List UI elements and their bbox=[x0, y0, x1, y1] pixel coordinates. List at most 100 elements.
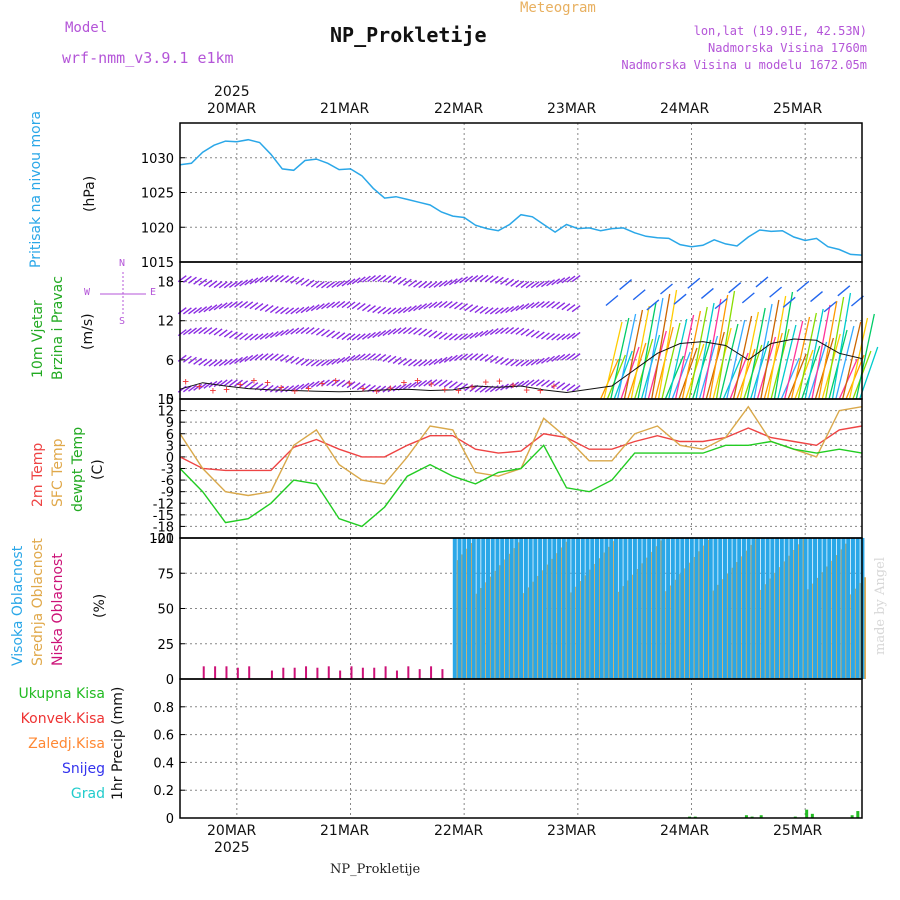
wind-barb bbox=[632, 289, 646, 301]
wind-barb bbox=[356, 303, 366, 311]
wind-barb bbox=[387, 275, 397, 283]
cloud-bar-high bbox=[708, 538, 713, 679]
wind-barb bbox=[367, 275, 376, 283]
wind-barb bbox=[418, 328, 428, 336]
cloud-bar-low bbox=[407, 666, 410, 679]
wind-barb bbox=[454, 353, 463, 362]
wind-barb bbox=[796, 280, 810, 292]
wind-barb bbox=[315, 303, 325, 311]
wind-barb bbox=[223, 358, 233, 366]
wind-streak bbox=[767, 295, 787, 400]
wind-barb bbox=[239, 355, 249, 363]
wind-barb bbox=[387, 307, 397, 315]
meteogram-label: Meteogram bbox=[520, 0, 596, 16]
wind-streak bbox=[835, 325, 855, 400]
wind-barb bbox=[341, 380, 351, 388]
wind-barb bbox=[520, 359, 530, 367]
wind-barb bbox=[188, 327, 197, 335]
wind-barb bbox=[474, 353, 484, 361]
wind-barb bbox=[356, 333, 366, 341]
wind-barb bbox=[494, 307, 504, 315]
cloud-bar-high bbox=[756, 538, 761, 679]
cloud-bar-low bbox=[441, 669, 444, 679]
wind-barb bbox=[382, 275, 392, 283]
wind-barb bbox=[305, 327, 315, 335]
wind-barb bbox=[234, 379, 243, 387]
wind-barb bbox=[479, 354, 489, 362]
wind-barb bbox=[510, 279, 520, 287]
wind-barb bbox=[234, 356, 243, 364]
cloud-bar-high bbox=[500, 538, 505, 679]
wind-barb bbox=[367, 353, 376, 361]
wind-gust-mark: + bbox=[346, 377, 353, 390]
legend-snow: Snijeg bbox=[61, 761, 105, 777]
wind-barb bbox=[423, 302, 433, 310]
wind-barb bbox=[264, 275, 274, 283]
wind-barb bbox=[510, 359, 520, 367]
wind-barb bbox=[188, 276, 197, 284]
wind-barb bbox=[300, 382, 310, 390]
wind-barb bbox=[541, 356, 550, 364]
wind-barb bbox=[479, 306, 489, 314]
cloud-bar-high bbox=[566, 538, 571, 679]
wind-barb bbox=[510, 327, 520, 335]
wind-barb bbox=[372, 353, 382, 361]
wind-barb bbox=[551, 354, 561, 362]
wind-barb bbox=[392, 276, 402, 284]
wind-barb bbox=[351, 277, 361, 285]
wind-barb bbox=[459, 303, 469, 311]
wind-barb bbox=[208, 327, 218, 335]
cloud-bar-high bbox=[590, 538, 595, 679]
wind-barb bbox=[525, 329, 535, 337]
wind-barb bbox=[402, 278, 412, 286]
wind-barb bbox=[336, 280, 346, 288]
wind-barb bbox=[418, 303, 428, 311]
wind-streak bbox=[842, 321, 862, 400]
wind-barb bbox=[269, 274, 279, 282]
wind-barb bbox=[605, 294, 619, 307]
wind-barb bbox=[295, 306, 305, 314]
cloud-bar-high bbox=[779, 538, 784, 679]
wind-barb bbox=[239, 300, 249, 309]
wind-barb bbox=[520, 379, 530, 387]
wind-streak bbox=[657, 289, 678, 400]
wind-barb bbox=[193, 357, 203, 365]
cloud-bar-high bbox=[628, 538, 633, 679]
wind-barb bbox=[428, 281, 438, 289]
model-label: Model bbox=[65, 20, 108, 36]
wind-barb bbox=[433, 301, 443, 309]
wind-barb bbox=[280, 385, 289, 393]
wind-barb bbox=[571, 331, 581, 339]
wind-barb bbox=[229, 357, 238, 365]
wind-barb bbox=[346, 381, 356, 389]
wind-barb bbox=[433, 379, 443, 387]
y-tick-label: 0.4 bbox=[153, 756, 174, 771]
cloud-bar-high bbox=[704, 538, 709, 679]
wind-barb bbox=[203, 381, 213, 389]
wind-barb bbox=[556, 333, 566, 341]
y-tick-label: 18 bbox=[157, 276, 174, 291]
cloud-bar-high bbox=[457, 538, 462, 679]
wind-gust-mark: + bbox=[455, 384, 462, 397]
wind-gust-mark: + bbox=[196, 380, 203, 393]
cloud-bar-low bbox=[248, 666, 251, 679]
wind-streak bbox=[623, 309, 644, 400]
wind-barb bbox=[566, 304, 576, 312]
wind-barb bbox=[229, 280, 238, 288]
wind-barb bbox=[515, 304, 525, 312]
footer-station: NP_Prokletije bbox=[330, 862, 421, 877]
y-tick-label: 0.8 bbox=[153, 701, 174, 716]
cloud-bar-high bbox=[694, 538, 699, 679]
wind-barb bbox=[315, 359, 325, 367]
y-tick-label: 0 bbox=[166, 451, 174, 466]
cloud-bar-high bbox=[642, 538, 647, 679]
wind-barb bbox=[423, 329, 433, 337]
wind-barb bbox=[443, 380, 453, 388]
wind-streak bbox=[674, 314, 695, 400]
wind-barb bbox=[566, 384, 576, 392]
wind-gust-mark: + bbox=[237, 378, 244, 391]
wind-barb bbox=[443, 355, 453, 363]
wind-streak bbox=[848, 317, 869, 400]
wind-barb bbox=[489, 275, 499, 284]
cloud-bar-high bbox=[675, 538, 680, 679]
